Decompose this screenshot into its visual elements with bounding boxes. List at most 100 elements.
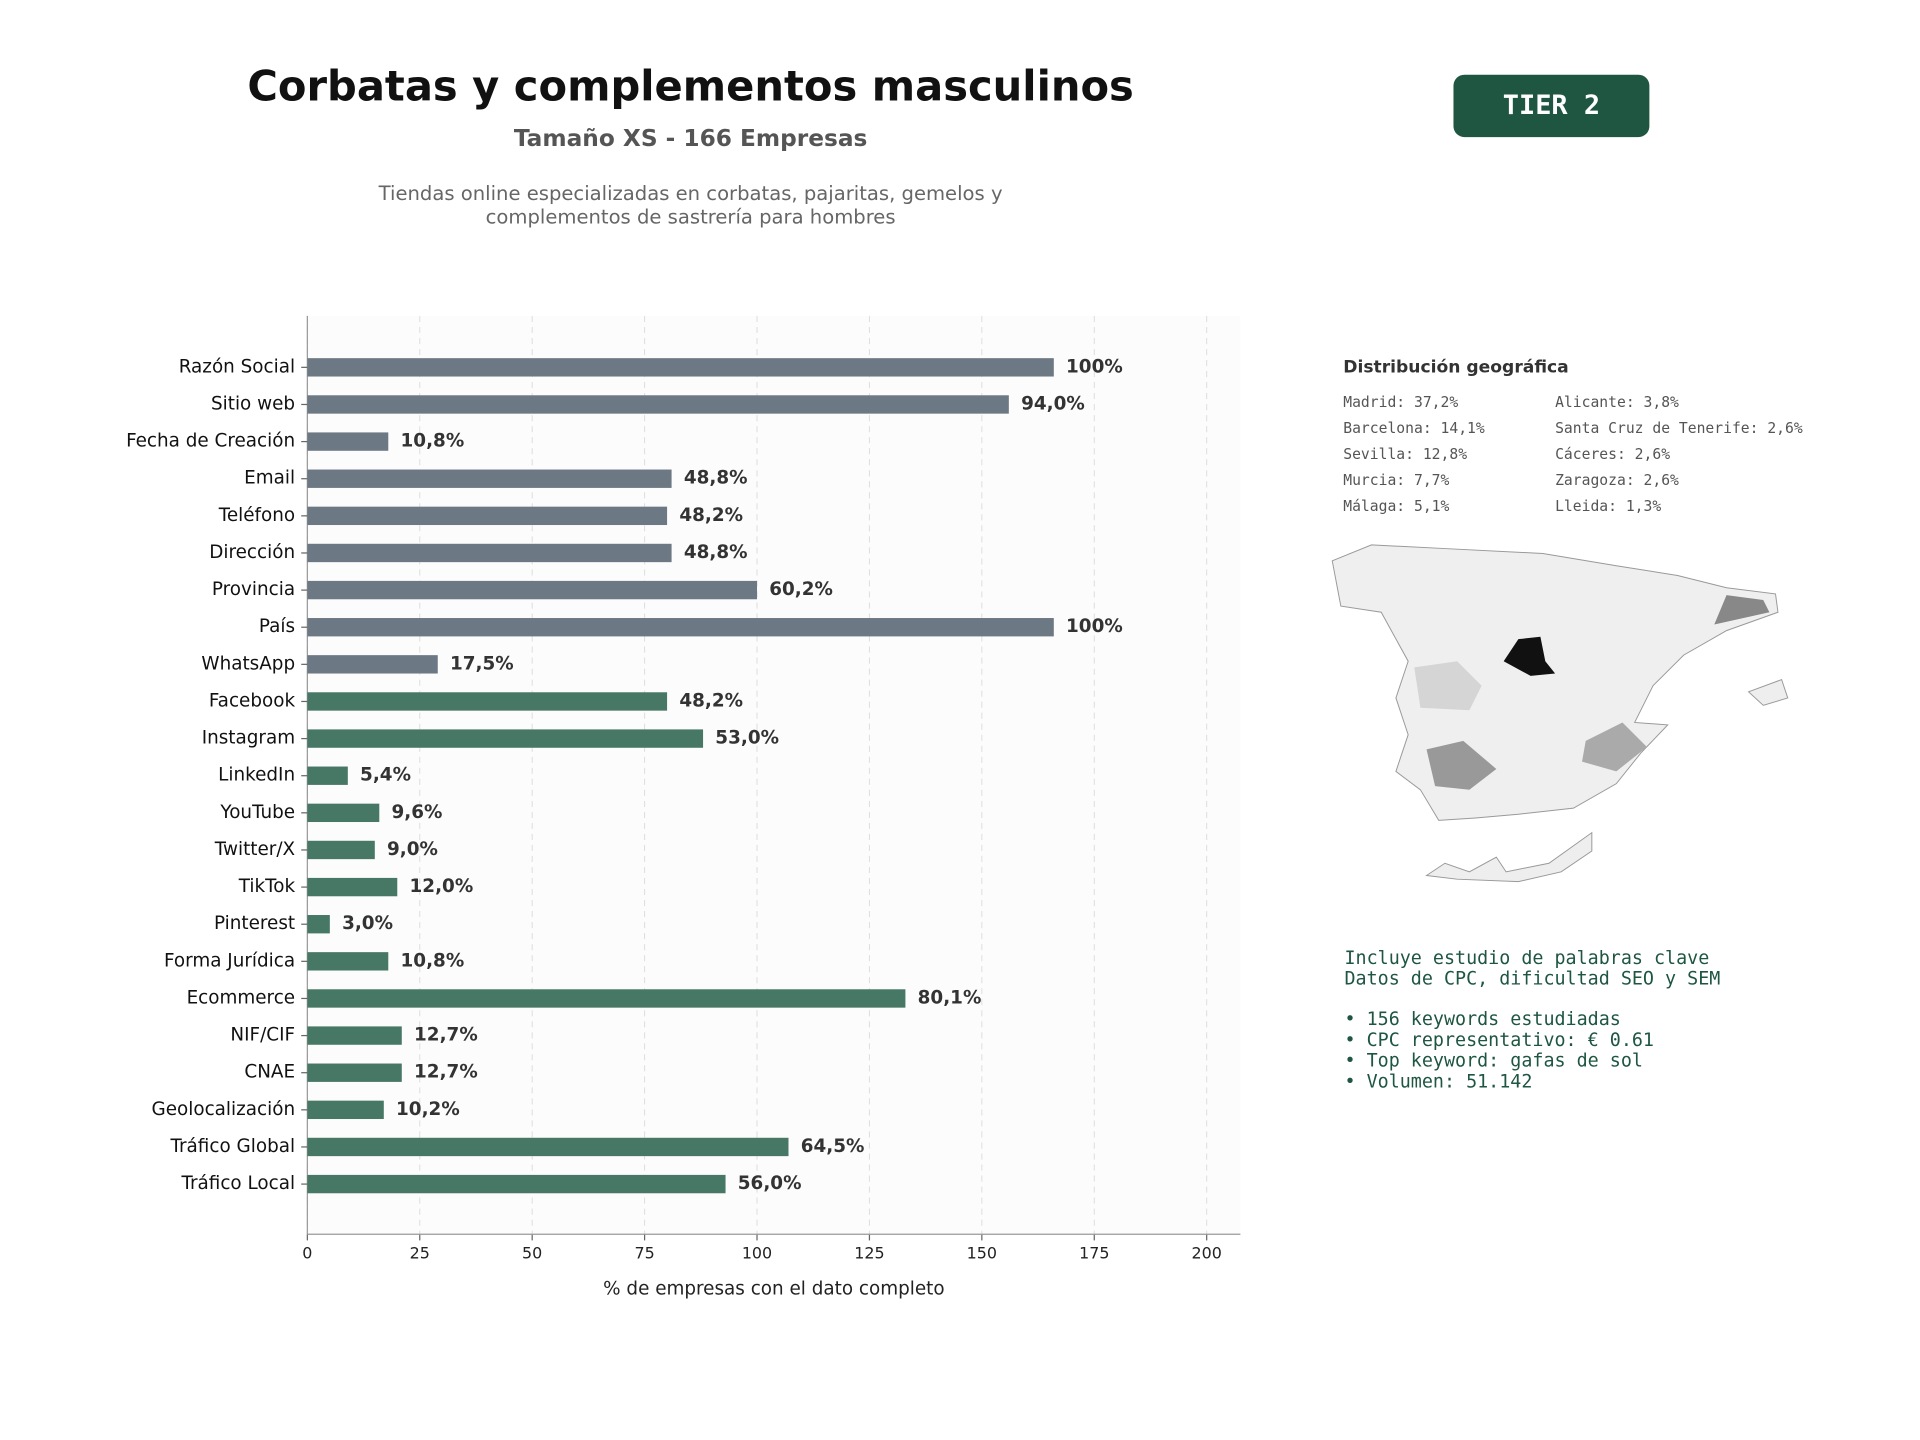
- bar: [307, 1137, 789, 1157]
- geo-item: Málaga: 5,1%: [1343, 498, 1449, 515]
- x-tick-label: 200: [1191, 1243, 1221, 1262]
- y-tick-label: Razón Social: [179, 356, 295, 377]
- bar: [307, 358, 1054, 377]
- y-tick-label: Forma Jurídica: [164, 950, 295, 971]
- y-tick-label: Twitter/X: [214, 839, 295, 860]
- x-tick-label: 175: [1079, 1243, 1109, 1262]
- value-label: 48,8%: [684, 468, 748, 489]
- value-label: 56,0%: [738, 1173, 802, 1194]
- y-tick-label: Ecommerce: [187, 987, 296, 1008]
- y-tick-label: YouTube: [219, 802, 295, 823]
- y-tick-label: Instagram: [202, 728, 295, 749]
- x-tick-label: 150: [967, 1243, 997, 1262]
- geo-item: Cáceres: 2,6%: [1555, 446, 1670, 463]
- value-label: 9,0%: [387, 839, 438, 860]
- keyword-intro: Incluye estudio de palabras clave: [1344, 948, 1709, 969]
- bar: [307, 469, 672, 488]
- geo-title: Distribución geográfica: [1343, 357, 1568, 377]
- bar: [307, 1100, 384, 1120]
- value-label: 48,8%: [684, 542, 748, 563]
- bar: [307, 803, 380, 823]
- x-tick-label: 0: [302, 1243, 312, 1262]
- x-tick-label: 25: [410, 1243, 430, 1262]
- bar: [307, 580, 758, 600]
- bar: [307, 395, 1009, 414]
- bar: [307, 840, 375, 860]
- y-tick-label: Dirección: [209, 542, 295, 563]
- y-tick-label: NIF/CIF: [230, 1025, 295, 1046]
- value-label: 9,6%: [392, 802, 443, 823]
- value-label: 12,7%: [414, 1025, 478, 1046]
- geo-item: Murcia: 7,7%: [1343, 472, 1449, 489]
- keyword-intro: Datos de CPC, dificultad SEO y SEM: [1344, 969, 1720, 990]
- map-caceres: [1414, 661, 1482, 711]
- map-barcelona: [1714, 595, 1770, 625]
- geo-item: Alicante: 3,8%: [1555, 394, 1679, 411]
- value-label: 100%: [1066, 356, 1123, 377]
- map-sevilla: [1426, 740, 1497, 790]
- y-tick-label: Teléfono: [218, 505, 295, 526]
- value-label: 12,0%: [410, 876, 474, 897]
- bar: [307, 432, 389, 451]
- y-tick-label: País: [259, 616, 295, 637]
- y-tick-label: WhatsApp: [201, 653, 295, 674]
- geo-item: Sevilla: 12,8%: [1343, 446, 1467, 463]
- x-axis-label: % de empresas con el dato completo: [603, 1278, 944, 1299]
- value-label: 5,4%: [360, 765, 411, 786]
- plot-area: [307, 315, 1241, 1235]
- y-tick-label: Fecha de Creación: [126, 431, 295, 452]
- map: [1331, 544, 1789, 883]
- y-tick-label: Sitio web: [211, 393, 295, 414]
- geo-item: Santa Cruz de Tenerife: 2,6%: [1555, 420, 1803, 437]
- value-label: 12,7%: [414, 1062, 478, 1083]
- y-tick-label: Tráfico Local: [180, 1173, 295, 1194]
- map-canarias: [1425, 831, 1593, 883]
- bar: [307, 543, 672, 563]
- value-label: 64,5%: [801, 1136, 865, 1157]
- bar: [307, 877, 398, 897]
- value-label: 48,2%: [679, 505, 743, 526]
- tier-label: TIER 2: [1503, 90, 1600, 121]
- y-tick-label: Tráfico Global: [169, 1136, 295, 1157]
- bar: [307, 729, 704, 748]
- keyword-bullet: • 156 keywords estudiadas: [1344, 1009, 1620, 1030]
- map-region: [1331, 544, 1779, 821]
- bar: [307, 1026, 402, 1045]
- map-murcia: [1582, 722, 1647, 772]
- value-label: 53,0%: [715, 728, 779, 749]
- description: complementos de sastrería para hombres: [486, 205, 896, 228]
- description: Tiendas online especializadas en corbata…: [378, 182, 1003, 205]
- keyword-bullet: • Volumen: 51.142: [1344, 1071, 1532, 1092]
- x-tick-label: 50: [522, 1243, 542, 1262]
- y-tick-label: Provincia: [212, 579, 295, 600]
- y-tick-label: CNAE: [244, 1062, 295, 1083]
- bar: [307, 766, 348, 785]
- bar: [307, 1174, 726, 1194]
- bar: [307, 952, 389, 971]
- value-label: 48,2%: [679, 690, 743, 711]
- chart-title: Corbatas y complementos masculinos: [247, 61, 1133, 110]
- geo-item: Zaragoza: 2,6%: [1555, 472, 1679, 489]
- subtitle: Tamaño XS - 166 Empresas: [514, 125, 868, 152]
- bar: [307, 506, 668, 526]
- x-tick-label: 75: [634, 1243, 654, 1262]
- bar: [307, 1063, 402, 1082]
- value-label: 3,0%: [342, 913, 393, 934]
- bar: [307, 915, 330, 934]
- bar: [307, 692, 668, 711]
- tier-badge: [1453, 74, 1650, 138]
- keyword-bullet: • Top keyword: gafas de sol: [1344, 1051, 1642, 1072]
- value-label: 80,1%: [918, 987, 982, 1008]
- value-label: 60,2%: [769, 579, 833, 600]
- y-tick-label: Facebook: [209, 690, 296, 711]
- value-label: 17,5%: [450, 653, 514, 674]
- value-label: 10,2%: [396, 1099, 460, 1120]
- y-tick-label: TikTok: [238, 876, 296, 897]
- bar: [307, 655, 438, 674]
- map-islands: [1747, 678, 1789, 706]
- y-tick-label: Pinterest: [214, 913, 295, 934]
- y-tick-label: Email: [244, 468, 295, 489]
- geo-item: Barcelona: 14,1%: [1343, 420, 1485, 437]
